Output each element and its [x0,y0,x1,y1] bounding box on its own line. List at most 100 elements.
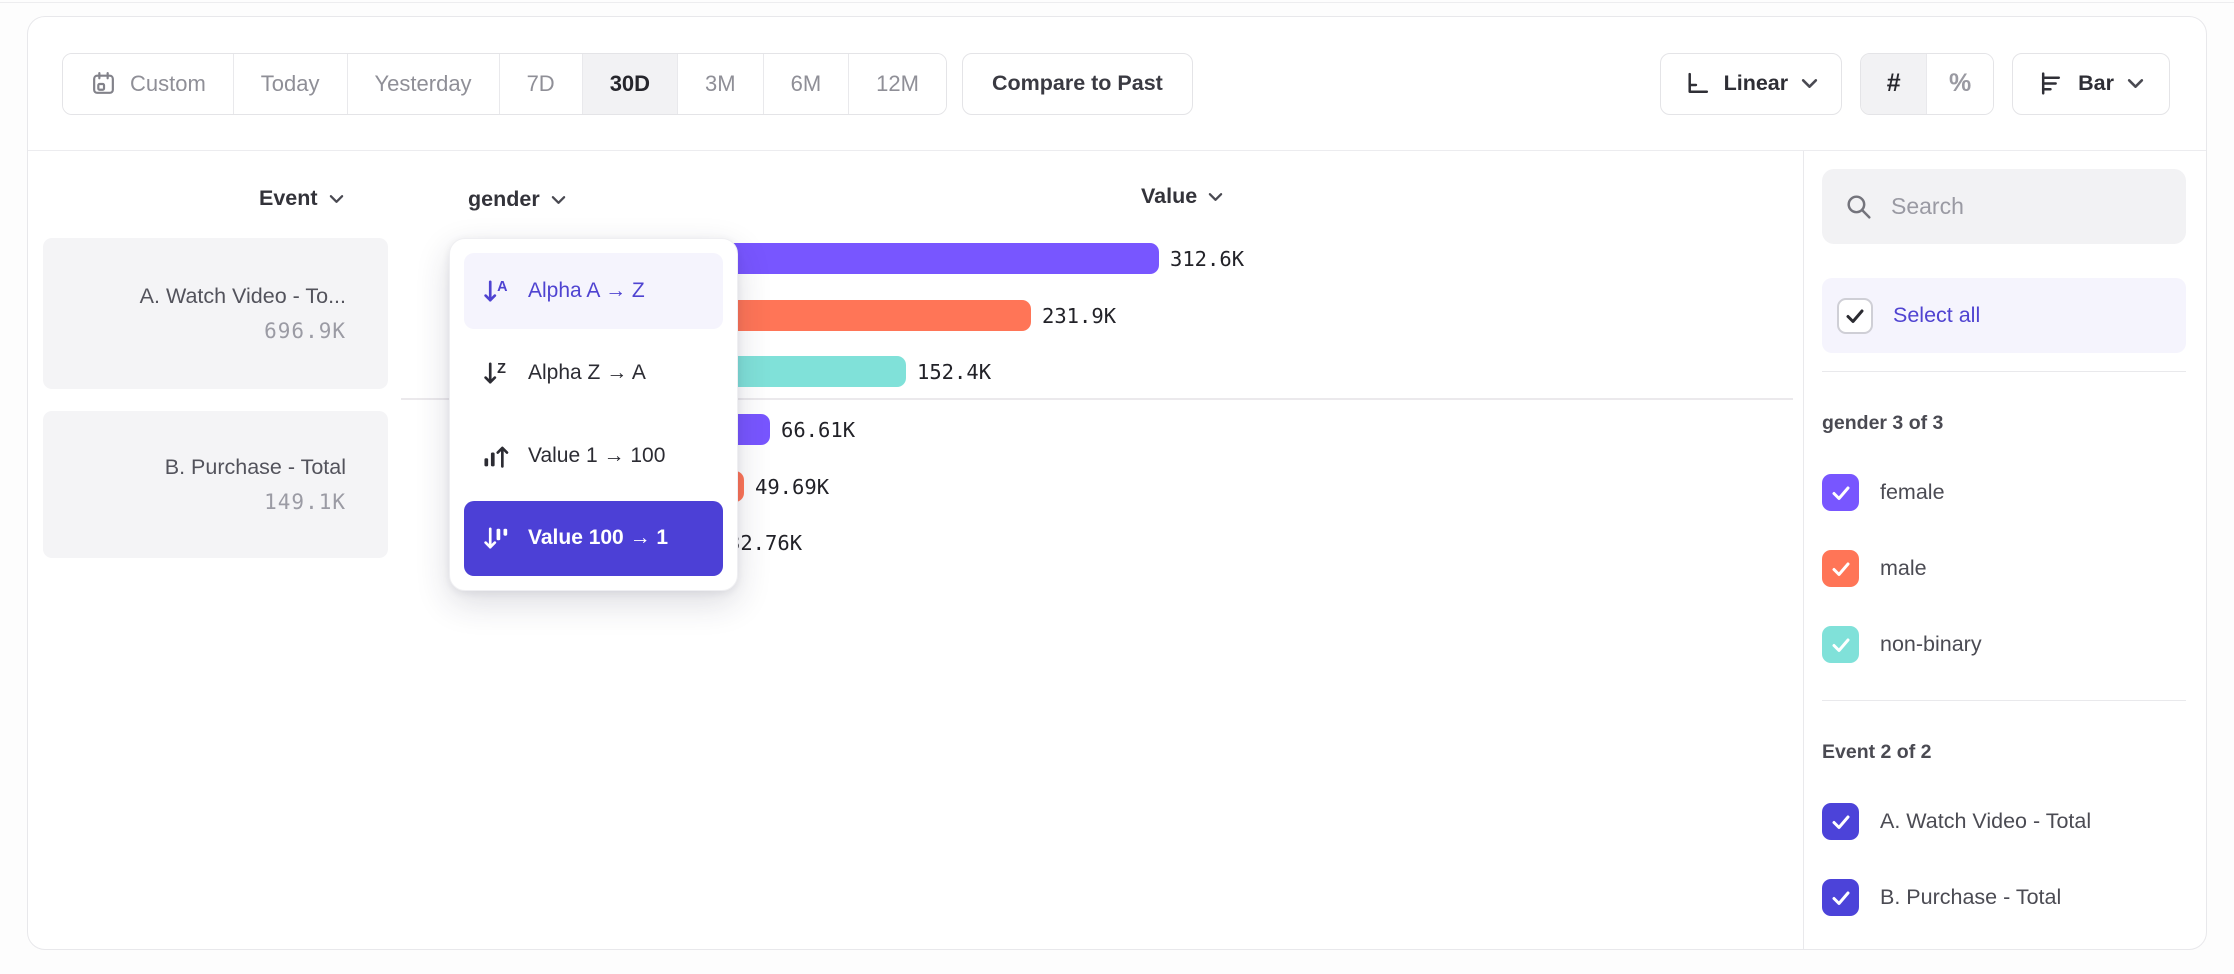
legend-option-b-purchase-total[interactable]: B. Purchase - Total [1822,879,2186,916]
legend-group-title: Event 2 of 2 [1822,741,1932,763]
chevron-down-icon [1801,79,1818,88]
breakdown-column-header[interactable]: gender [468,187,566,212]
legend-option-label: non-binary [1880,632,1982,656]
bar-row-female: 312.6K [665,243,1244,274]
bar-value-label: 49.69K [755,474,830,499]
chart-type-dropdown-label: Bar [2078,71,2114,95]
sort-dropdown-menu: A Alpha A → Z Z Alpha Z → A Value 1 → 100 Val… [449,238,738,591]
date-range-today[interactable]: Today [233,53,348,114]
legend-option-label: B. Purchase - Total [1880,885,2062,909]
date-range-segmented-control: Custom Today Yesterday 7D 30D 3M 6M 12M [62,52,947,115]
legend-sidebar: Select all gender 3 of 3 female male non-bi… [1803,151,2208,949]
legend-groups: gender 3 of 3 female male non-binary Event 2… [1822,412,2186,916]
search-icon [1847,195,1871,219]
breakdown-column-label: gender [468,187,540,211]
date-range-12m[interactable]: 12M [849,53,946,114]
legend-option-label: A. Watch Video - Total [1880,809,2092,833]
sort-option-alpha-desc[interactable]: Z Alpha Z → A [464,335,723,411]
checkbox-b-purchase-total[interactable] [1822,879,1859,916]
event-card-name: A. Watch Video - To... [139,284,346,308]
group-divider-line [401,398,1793,400]
sort-option-label: Value 1 → 100 [528,443,666,467]
svg-text:A: A [497,279,508,295]
toolbar-right-cluster: Linear # % Bar [1659,52,2170,115]
sidebar-divider [1822,700,2186,701]
bar-value-label: 312.6K [1170,246,1245,271]
event-card-total: 149.1K [264,490,346,514]
sort-option-alpha-asc[interactable]: A Alpha A → Z [464,253,723,329]
date-range-label: 12M [876,70,919,96]
select-all-label: Select all [1893,303,1981,327]
select-all-checkbox[interactable] [1837,297,1873,334]
legend-option-a-watch-video-total[interactable]: A. Watch Video - Total [1822,803,2186,840]
svg-text:Z: Z [497,361,506,377]
legend-option-label: male [1880,556,1927,580]
compare-to-past-button[interactable]: Compare to Past [961,52,1193,115]
event-card-watch-video[interactable]: A. Watch Video - To... 696.9K [43,238,388,389]
date-range-label: Custom [130,70,206,96]
sort-option-value-desc[interactable]: Value 100 → 1 [464,500,723,576]
chart-type-dropdown-button[interactable]: Bar [2012,52,2170,115]
value-column-header[interactable]: Value [1141,184,1223,209]
scale-dropdown-label: Linear [1723,71,1789,95]
legend-option-non-binary[interactable]: non-binary [1822,626,2186,663]
date-range-label: 6M [790,70,822,96]
sort-value-desc-icon [484,527,508,549]
toolbar: Custom Today Yesterday 7D 30D 3M 6M 12M Compare… [28,17,2206,151]
chevron-down-icon [329,194,343,203]
report-panel: Custom Today Yesterday 7D 30D 3M 6M 12M Compare… [27,16,2207,950]
event-card-name: B. Purchase - Total [164,455,346,479]
date-range-label: 30D [609,70,651,96]
legend-option-label: female [1880,480,1945,504]
search-input[interactable] [1891,193,2165,220]
sort-value-asc-icon [484,446,509,468]
checkbox-non-binary[interactable] [1822,626,1859,663]
sort-alpha-asc-icon: A [484,279,508,302]
date-range-7d[interactable]: 7D [499,53,583,114]
value-format-toggle: # % [1860,52,1995,115]
legend-option-female[interactable]: female [1822,474,2186,511]
date-range-label: 3M [705,70,736,96]
sort-option-label: Alpha Z → A [528,361,646,385]
date-range-label: Today [260,70,320,96]
select-all-row[interactable]: Select all [1822,278,2186,353]
checkbox-a-watch-video-total[interactable] [1822,803,1859,840]
linear-axis-icon [1688,72,1708,94]
chevron-down-icon [1208,192,1223,201]
sort-option-label: Value 100 → 1 [528,526,669,550]
sort-option-label: Alpha A → Z [528,278,645,302]
bar-value-label: 152.4K [917,359,992,384]
event-card-total: 696.9K [264,319,346,343]
bar-value-label: 66.61K [781,417,856,442]
sort-option-value-asc[interactable]: Value 1 → 100 [464,418,723,494]
date-range-30d[interactable]: 30D [582,53,679,114]
sort-alpha-desc-icon: Z [484,361,506,384]
value-column-label: Value [1141,184,1198,208]
horizontal-bar-chart-icon [2042,72,2061,95]
bar-value-label: 32.76K [728,530,803,555]
date-range-3m[interactable]: 3M [678,53,764,114]
event-column-label: Event [259,186,318,210]
calendar-icon [93,72,114,94]
absolute-number-toggle[interactable]: # [1861,53,1928,114]
bar-a-female[interactable] [665,243,1159,274]
checkbox-female[interactable] [1822,474,1859,511]
event-column-header[interactable]: Event [259,186,344,211]
chevron-down-icon [551,195,565,204]
event-card-purchase[interactable]: B. Purchase - Total 149.1K [43,411,388,558]
bar-value-label: 231.9K [1042,303,1117,328]
sidebar-divider [1822,371,2186,372]
date-range-label: 7D [526,70,555,96]
search-box[interactable] [1822,169,2186,244]
page-edge-line [0,2,2234,3]
date-range-custom[interactable]: Custom [63,53,234,114]
chevron-down-icon [2127,79,2144,88]
date-range-6m[interactable]: 6M [763,53,850,114]
legend-group-title: gender 3 of 3 [1822,412,1944,434]
percent-toggle[interactable]: % [1927,53,1994,114]
legend-option-male[interactable]: male [1822,550,2186,587]
date-range-yesterday[interactable]: Yesterday [347,53,500,114]
scale-dropdown-button[interactable]: Linear [1659,52,1843,115]
date-range-label: Yesterday [374,70,472,96]
checkbox-male[interactable] [1822,550,1859,587]
